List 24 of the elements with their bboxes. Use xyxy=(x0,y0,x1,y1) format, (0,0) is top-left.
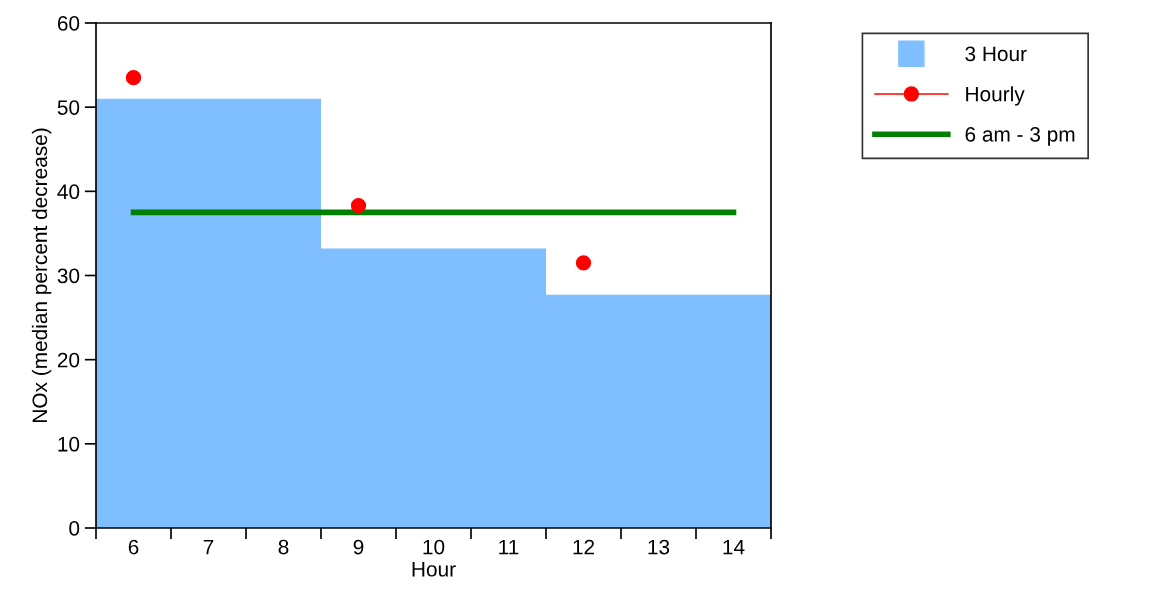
x-axis-title: Hour xyxy=(412,562,456,577)
point xyxy=(350,198,367,214)
y-tick-label: 0 xyxy=(69,521,80,536)
y-tick-label: 50 xyxy=(57,100,80,115)
legend-label: 3 Hour xyxy=(965,46,1027,62)
y-tick-label: 10 xyxy=(58,436,80,452)
x-tick-label: 9 xyxy=(353,539,364,555)
legend-label: 6 am - 3 pm xyxy=(965,126,1075,146)
y-tick-label: 40 xyxy=(57,184,80,200)
point xyxy=(125,70,142,86)
y-tick-label: 30 xyxy=(57,268,80,284)
x-tick-label: 12 xyxy=(573,539,595,555)
point xyxy=(575,255,592,271)
x-tick-label: 6 xyxy=(128,539,139,555)
x-tick-label: 13 xyxy=(648,539,670,555)
legend-label: Hourly xyxy=(966,86,1025,106)
y-tick-label: 20 xyxy=(57,352,80,368)
x-tick-label: 10 xyxy=(423,539,445,555)
y-tick-label: 60 xyxy=(57,16,80,31)
y-axis-title: NOx (median percent decrease) xyxy=(31,128,52,422)
x-tick-label: 14 xyxy=(723,539,745,555)
x-tick-label: 11 xyxy=(499,539,519,555)
x-tick-label: 8 xyxy=(278,539,289,555)
x-tick-label: 7 xyxy=(203,539,214,555)
